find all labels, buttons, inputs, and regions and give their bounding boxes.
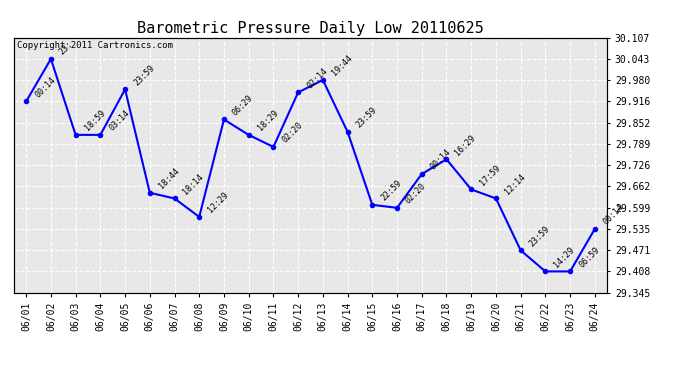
Text: 12:29: 12:29 xyxy=(206,190,230,215)
Text: 00:14: 00:14 xyxy=(33,75,57,99)
Text: 23:59: 23:59 xyxy=(355,106,379,130)
Text: 23:: 23: xyxy=(58,40,75,57)
Text: 00:14: 00:14 xyxy=(602,203,626,227)
Text: 22:59: 22:59 xyxy=(380,178,403,203)
Text: 23:59: 23:59 xyxy=(132,63,156,87)
Text: 18:14: 18:14 xyxy=(181,172,206,196)
Text: 18:44: 18:44 xyxy=(157,166,181,190)
Text: Copyright 2011 Cartronics.com: Copyright 2011 Cartronics.com xyxy=(17,41,172,50)
Text: 14:29: 14:29 xyxy=(552,245,576,269)
Text: 19:44: 19:44 xyxy=(330,54,354,78)
Text: 02:20: 02:20 xyxy=(280,121,304,145)
Text: 00:14: 00:14 xyxy=(428,148,453,172)
Text: 17:59: 17:59 xyxy=(478,163,502,187)
Title: Barometric Pressure Daily Low 20110625: Barometric Pressure Daily Low 20110625 xyxy=(137,21,484,36)
Text: 02:20: 02:20 xyxy=(404,182,428,206)
Text: 06:59: 06:59 xyxy=(577,245,601,269)
Text: 03:14: 03:14 xyxy=(107,109,131,133)
Text: 12:14: 12:14 xyxy=(503,172,527,196)
Text: 16:29: 16:29 xyxy=(453,133,477,157)
Text: 18:29: 18:29 xyxy=(255,109,279,133)
Text: 02:14: 02:14 xyxy=(305,66,329,90)
Text: 23:59: 23:59 xyxy=(528,224,551,248)
Text: 06:29: 06:29 xyxy=(231,93,255,117)
Text: 18:59: 18:59 xyxy=(83,109,106,133)
